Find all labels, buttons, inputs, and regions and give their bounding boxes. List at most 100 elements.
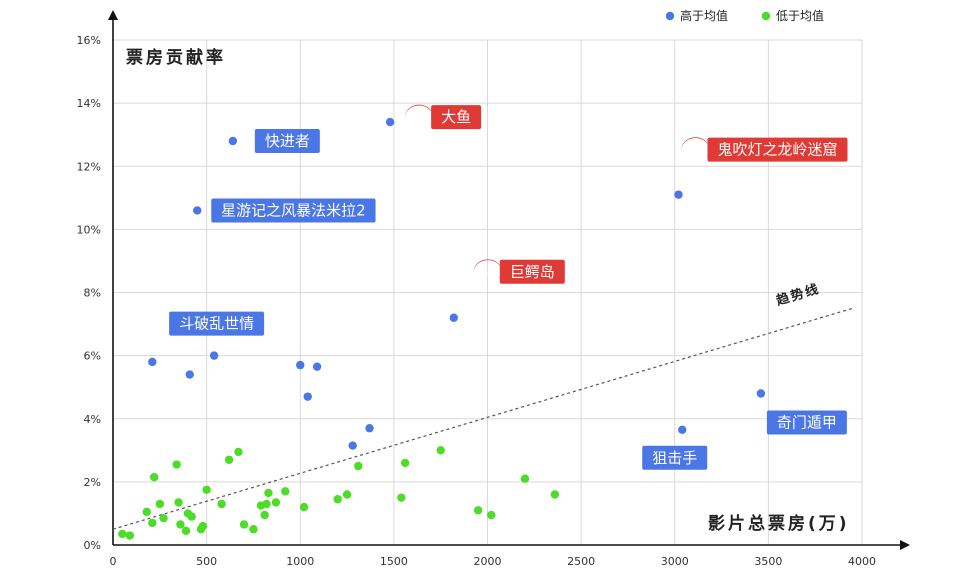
data-point [271,498,281,507]
new-badge-label: new [682,145,705,156]
callout-box [707,137,848,162]
data-point [296,360,305,370]
callout-box [431,105,482,130]
data-point [148,518,157,528]
callout: 奇门遁甲 [766,410,847,435]
y-tick-label: 16% [77,34,101,47]
data-point [155,499,165,509]
data-point [678,425,687,434]
callout: 斗破乱世情 [169,311,265,336]
data-point [397,493,406,502]
callout-label: 大鱼 [441,108,471,126]
data-point [348,441,357,450]
callout: 鬼吹灯之龙岭迷窟 new [681,137,848,162]
data-point [118,529,127,539]
y-tick-label: 6% [84,350,101,363]
callout: 星游记之风暴法米拉2 [211,198,376,223]
y-tick-label: 14% [77,97,101,110]
data-points [118,117,766,540]
data-point [181,526,191,535]
data-point [148,357,157,367]
data-point [187,512,196,521]
legend-marker [665,11,675,21]
x-tick-label: 3500 [754,555,782,568]
x-tick-label: 1500 [380,555,408,568]
callout: 狙击手 [642,445,708,470]
data-point [400,458,410,468]
callout-label: 星游记之风暴法米拉2 [221,201,366,219]
legend: 高于均值 低于均值 [665,8,824,23]
y-tick-label: 0% [84,539,101,552]
data-point [487,510,496,520]
callout: 巨鳄岛 new [473,259,565,284]
data-point [185,370,194,379]
x-tick-label: 500 [196,555,217,568]
legend-label: 高于均值 [680,8,728,23]
data-point [249,525,258,534]
x-tick-label: 0 [110,555,117,568]
data-point [174,498,183,507]
data-point [520,474,530,483]
x-tick-label: 1000 [286,555,314,568]
data-point [674,190,683,199]
legend-marker [761,11,771,21]
grid [113,39,863,545]
data-point [176,520,185,529]
data-point [239,520,249,529]
x-tick-label: 4000 [848,555,876,568]
callout-label: 巨鳄岛 [510,263,555,281]
y-tick-label: 4% [84,413,101,426]
data-point [209,351,219,360]
y-tick-label: 12% [77,160,101,173]
data-point [354,461,363,471]
x-tick-label: 3000 [661,555,689,568]
data-point [262,499,271,509]
callout: 大鱼 new [405,104,482,130]
trendline-line [112,307,853,530]
data-point [303,392,312,401]
data-point [217,499,226,509]
callouts: 快进者 大鱼 new 星游记之风暴法米拉2 鬼吹灯之龙岭迷窟 new 巨鳄岛 new 斗破乱世情… [169,104,848,470]
data-point [125,531,135,540]
tick-labels: 0 500 1000 1500 2000 2500 3000 3500 4000 0% 2% 4% 6%… [77,34,876,568]
new-badge-label: new [406,113,429,124]
y-tick-label: 2% [84,476,101,489]
data-point [333,495,342,504]
data-point [312,362,322,371]
legend-label: 低于均值 [776,8,824,23]
y-tick-label: 10% [77,223,101,236]
data-point [299,502,309,512]
callout-box [642,445,708,470]
data-point [202,485,211,494]
x-tick-label: 2500 [567,555,595,568]
data-point [385,117,395,127]
data-point [142,507,151,517]
trendline-label: 趋势线 [774,281,822,309]
data-point [756,389,766,398]
data-point [159,513,168,523]
data-point [149,472,159,482]
data-point [473,506,483,515]
data-point [281,487,290,496]
callout: 快进者 [254,129,320,153]
callout-label: 斗破乱世情 [179,315,254,333]
callout-box [169,311,265,336]
data-point [264,488,273,498]
data-point [449,313,458,322]
data-point [198,521,208,531]
axes [108,10,910,550]
callout-box [254,129,320,153]
data-point [193,206,202,215]
x-axis-arrow [900,540,910,550]
callout-label: 鬼吹灯之龙岭迷窟 [717,141,837,159]
x-axis-title: 影片总票房(万) [708,513,850,534]
callout-box [499,259,565,284]
y-axis-title: 票房贡献率 [126,47,226,68]
callout-box [211,198,376,223]
data-point [260,510,269,520]
callout-label: 奇门遁甲 [777,414,837,432]
new-badge-label: new [474,267,497,278]
data-point [228,136,238,146]
callout-label: 狙击手 [652,449,697,467]
callout-box [766,410,847,435]
